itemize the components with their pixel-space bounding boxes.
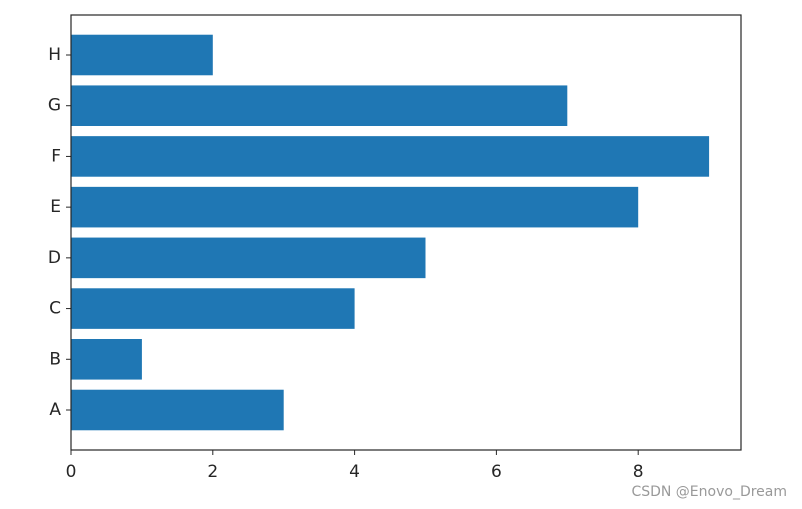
bar bbox=[71, 339, 142, 380]
x-tick-label: 4 bbox=[349, 462, 360, 482]
y-tick-label: D bbox=[48, 248, 61, 268]
bar bbox=[71, 85, 568, 126]
bar bbox=[71, 237, 426, 279]
bar bbox=[71, 186, 639, 228]
x-tick-label: 0 bbox=[66, 462, 77, 482]
x-tick-label: 8 bbox=[633, 462, 644, 482]
plot-frame bbox=[70, 14, 742, 451]
bar bbox=[71, 34, 213, 76]
y-tick-label: G bbox=[48, 96, 61, 116]
bar bbox=[71, 288, 355, 329]
bar bbox=[71, 389, 284, 431]
y-tick-label: F bbox=[51, 146, 61, 166]
watermark: CSDN @Enovo_Dream bbox=[631, 484, 787, 500]
y-tick-label: H bbox=[48, 45, 61, 65]
y-tick-label: A bbox=[49, 400, 61, 420]
y-tick-label: E bbox=[50, 197, 61, 217]
y-tick-label: C bbox=[49, 299, 61, 319]
x-tick-label: 2 bbox=[207, 462, 218, 482]
bar bbox=[71, 136, 710, 177]
x-tick-label: 6 bbox=[491, 462, 502, 482]
y-tick-label: B bbox=[49, 349, 61, 369]
